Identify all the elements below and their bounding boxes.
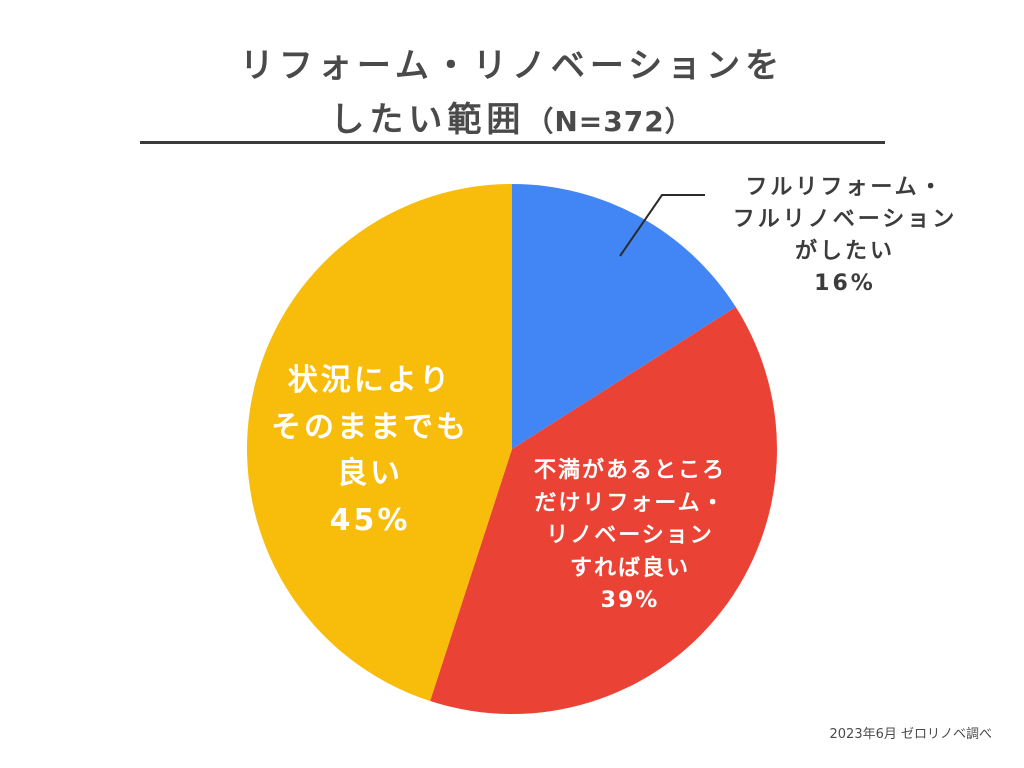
sample-size-label: （N=372） <box>525 105 694 138</box>
pie-slice-full-reform <box>512 184 736 449</box>
chart-title-line-2: したい範囲（N=372） <box>0 92 1024 141</box>
slice-label-full-reform-line-2: フルリノベーション <box>732 206 958 232</box>
slice-label-full-reform-line-1: フルリフォーム・ <box>745 175 945 200</box>
pie-slices <box>246 183 778 715</box>
title-divider <box>140 141 885 144</box>
slice-label-full-reform-line-3: がしたい <box>794 238 895 264</box>
chart-title-text: したい範囲 <box>330 100 526 140</box>
slice-label-partial-reform-line-4: すれば良い <box>569 555 690 581</box>
slice-label-partial-reform-line-3: リノベーション <box>546 523 714 549</box>
slice-label-partial-reform-line-2: だけリフォーム・ <box>534 490 726 516</box>
slice-label-partial-reform: 不満があるところ だけリフォーム・ リノベーション すれば良い 39% <box>500 455 760 618</box>
source-note: 2023年6月 ゼロリノベ調べ <box>829 727 993 742</box>
pie-slice-as-is <box>246 183 512 702</box>
slice-label-as-is: 状況により そのままでも 良い 45% <box>255 358 485 544</box>
slice-value-full-reform: 16% <box>814 270 876 296</box>
slice-label-as-is-line-3: 良い <box>337 456 403 491</box>
leader-line-full-reform <box>619 194 705 257</box>
pie-slice-partial-reform <box>430 307 778 715</box>
slice-value-as-is: 45% <box>329 502 411 538</box>
slice-label-full-reform: フルリフォーム・ フルリノベーション がしたい 16% <box>700 172 990 300</box>
slice-label-as-is-line-2: そのままでも <box>271 409 469 445</box>
slice-label-as-is-line-1: 状況により <box>287 363 453 398</box>
slice-value-partial-reform: 39% <box>600 588 660 614</box>
chart-title-line-1: リフォーム・リノベーションを <box>239 46 785 86</box>
slice-label-partial-reform-line-1: 不満があるところ <box>533 458 726 483</box>
